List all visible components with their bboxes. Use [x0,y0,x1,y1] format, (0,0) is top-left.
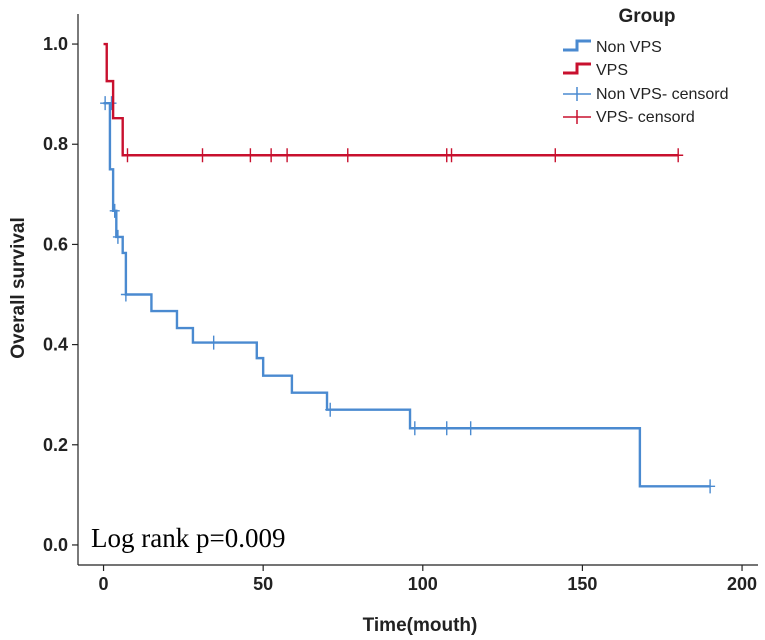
y-axis-label: Overall survival [8,217,29,359]
series-layer [100,42,716,494]
legend-label-non-vps: Non VPS [596,39,662,56]
legend-censor-mark-non-vps [563,87,591,101]
legend-item-vps: VPS [563,62,628,79]
y-tick-label: 0.0 [43,535,68,555]
x-tick-label: 150 [567,574,597,594]
legend-item-non-vps-censored: Non VPS- censord [563,86,729,103]
censor-mark-non-vps [325,402,336,417]
y-tick-label: 0.4 [43,335,68,355]
y-tick-label: 0.6 [43,234,68,254]
censor-mark-non-vps [106,96,117,111]
y-tick-label: 1.0 [43,34,68,54]
legend-title: Group [619,6,676,27]
axes-layer: 0.0 0.2 0.4 0.6 0.8 1.0 0 50 100 150 200 [43,14,758,594]
legend-label-vps: VPS [596,62,628,79]
series-vps [103,42,684,163]
legend-censor-mark-vps [563,110,591,124]
censor-mark-non-vps [208,335,219,350]
x-tick-label: 0 [99,574,109,594]
legend-item-vps-censored: VPS- censord [563,109,695,126]
censor-mark-vps [197,148,208,163]
censor-mark-non-vps [441,421,452,436]
censor-mark-non-vps [109,203,120,218]
censor-mark-vps [342,148,353,163]
censor-mark-non-vps [409,421,420,436]
x-tick-label: 200 [727,574,757,594]
series-non-vps [100,96,716,494]
legend: Group Non VPS VPS Non VPS- censord VPS- … [563,6,729,126]
y-tick-label: 0.2 [43,435,68,455]
censor-mark-vps [245,148,256,163]
censor-mark-vps [266,148,277,163]
survival-curve-vps [103,42,679,157]
y-tick-label: 0.8 [43,134,68,154]
legend-item-non-vps: Non VPS [563,39,662,56]
censor-mark-vps [673,148,684,163]
x-tick-label: 50 [253,574,273,594]
censor-mark-non-vps [705,479,716,494]
censor-mark-non-vps [120,287,131,302]
censor-mark-non-vps [112,229,123,244]
censor-mark-vps [550,148,561,163]
legend-swatch-non-vps [563,39,591,52]
legend-label-non-vps-censored: Non VPS- censord [596,86,729,103]
legend-label-vps-censored: VPS- censord [596,109,695,126]
censor-mark-vps [446,148,457,163]
survival-curve-non-vps [103,101,711,488]
legend-swatch-vps [563,62,591,75]
x-axis-label: Time(mouth) [363,615,478,636]
log-rank-annotation: Log rank p=0.009 [91,523,285,553]
censor-mark-vps [282,148,293,163]
censor-mark-non-vps [465,421,476,436]
x-tick-label: 100 [408,574,438,594]
censor-mark-vps [122,148,133,163]
